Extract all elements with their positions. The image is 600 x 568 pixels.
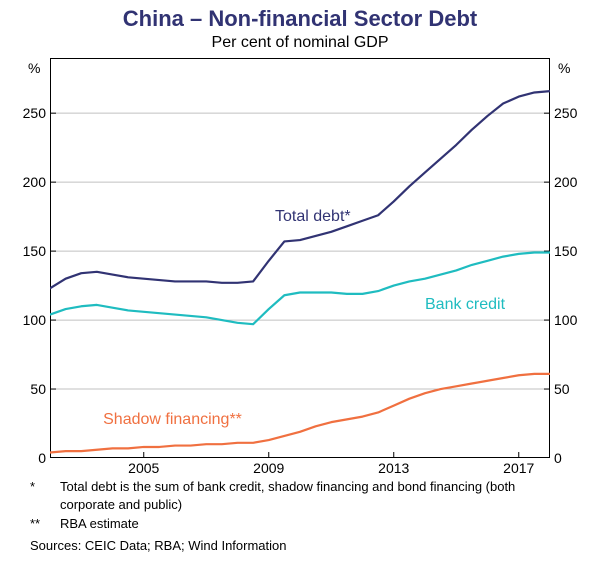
y-tick-label: 0 <box>6 450 46 466</box>
y-tick-label: 100 <box>6 312 46 328</box>
series-label: Shadow financing** <box>103 411 242 429</box>
footnote-1-mark: * <box>30 478 60 513</box>
y-tick-label: 50 <box>6 381 46 397</box>
y-tick-label: 200 <box>6 174 46 190</box>
y-tick-label: 150 <box>6 243 46 259</box>
y-tick-label: 100 <box>554 312 594 328</box>
y-tick-label: 250 <box>6 105 46 121</box>
y-tick-label: 250 <box>554 105 594 121</box>
y-tick-label: 50 <box>554 381 594 397</box>
x-tick-label: 2017 <box>499 460 539 476</box>
footnote-2-text: RBA estimate <box>60 515 570 533</box>
footnote-1-text: Total debt is the sum of bank credit, sh… <box>60 478 570 513</box>
y-unit-right: % <box>558 60 570 76</box>
footnote-2-mark: ** <box>30 515 60 533</box>
chart-container: China – Non-financial Sector Debt Per ce… <box>0 0 600 568</box>
series-label: Total debt* <box>275 208 351 226</box>
x-tick-label: 2005 <box>124 460 164 476</box>
y-tick-label: 200 <box>554 174 594 190</box>
y-tick-label: 150 <box>554 243 594 259</box>
x-tick-label: 2009 <box>249 460 289 476</box>
footnotes: * Total debt is the sum of bank credit, … <box>30 478 570 554</box>
footnote-2: ** RBA estimate <box>30 515 570 533</box>
series-label: Bank credit <box>425 296 505 314</box>
footnote-1: * Total debt is the sum of bank credit, … <box>30 478 570 513</box>
y-unit-left: % <box>28 60 40 76</box>
chart-area: % % 050100150200250 050100150200250 2005… <box>50 58 550 458</box>
chart-subtitle: Per cent of nominal GDP <box>0 32 600 52</box>
chart-title: China – Non-financial Sector Debt <box>0 0 600 32</box>
sources: Sources: CEIC Data; RBA; Wind Informatio… <box>30 537 570 555</box>
y-tick-label: 0 <box>554 450 594 466</box>
x-tick-label: 2013 <box>374 460 414 476</box>
chart-svg <box>50 58 550 458</box>
